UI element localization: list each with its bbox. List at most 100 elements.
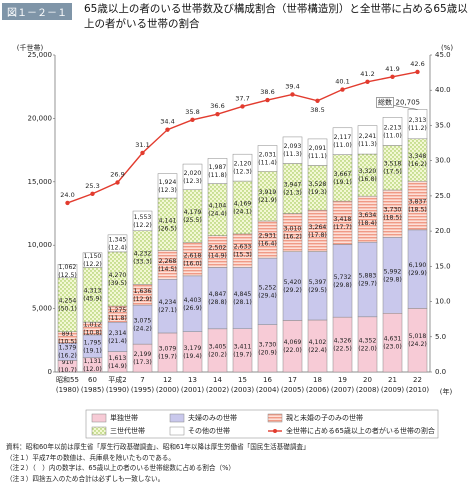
bar-value-label: 4,313: [84, 288, 102, 295]
bar-value-label: 3,320: [359, 168, 377, 175]
bar-value-label: 5,992: [384, 268, 402, 275]
header: 図１－２－１ 65歳以上の者のいる世帯数及び構成割合（世帯構造別）と全世帯に占め…: [0, 0, 474, 40]
bar-value-label: 4,631: [384, 336, 402, 343]
x-tick-sublabel: (2010): [406, 386, 430, 394]
bar-value-label: 4,232: [134, 251, 152, 258]
bar-value-label: 3,518: [384, 161, 402, 168]
bar-share-label: (21.9): [258, 197, 277, 204]
bar-share-label: (29.2): [283, 287, 302, 294]
bar-value-label: 3,264: [309, 224, 327, 231]
bar-value-label: 1,012: [84, 321, 102, 328]
chart: (千世帯) (%) (年) 0 5,000 10,000 15,000 20,000 25…: [17, 43, 453, 439]
bar-value-label: 5,252: [259, 284, 277, 291]
bar-value-label: 2,268: [159, 258, 177, 265]
bar-share-label: (29.8): [333, 282, 352, 289]
x-tick-label: 14: [213, 376, 222, 384]
legend-swatch: [91, 426, 107, 436]
bar-segment: [332, 127, 353, 155]
legend-point: [273, 429, 277, 433]
line-point: [215, 111, 220, 117]
line-point: [190, 117, 195, 123]
x-tick-label: 13: [188, 376, 197, 384]
total-label: 20,705: [396, 98, 421, 106]
legend-swatch: [91, 413, 107, 423]
bar-share-label: (27.1): [158, 307, 177, 314]
bar-share-label: (17.5): [383, 169, 402, 176]
bar-value-label: 5,883: [359, 273, 377, 280]
legend-swatch: [267, 413, 283, 423]
line-value-label: 24.0: [60, 191, 74, 199]
bar-value-label: 3,667: [334, 171, 352, 178]
bar-share-label: (11.8): [208, 172, 227, 179]
bar-value-label: 5,732: [334, 274, 352, 281]
bar-share-label: (22.0): [358, 345, 377, 352]
y-tick-label: 25,000: [28, 51, 53, 59]
bar-value-label: 3,411: [234, 343, 252, 350]
bar-value-label: 2,314: [109, 330, 127, 337]
bar-value-label: 4,270: [109, 272, 127, 279]
bar-share-label: (11.8): [108, 315, 127, 322]
x-tick-sublabel: (2000): [156, 386, 180, 394]
bar-share-label: (12.3): [233, 169, 252, 176]
bar-value-label: 2,199: [134, 351, 152, 358]
bar-share-label: (24.2): [133, 326, 152, 333]
x-tick-label: 16: [263, 376, 272, 384]
notes: 資料：昭和60年以前は厚生省「厚生行政基礎調査」、昭和61年以降は厚生労働省「国…: [6, 442, 310, 484]
y-tick-label: 20,000: [28, 114, 53, 122]
x-tick-sublabel: (2002): [206, 386, 230, 394]
figure-label: 図１－２－１: [2, 3, 72, 20]
bar-value-label: 4,326: [334, 338, 352, 345]
line-value-label: 34.4: [160, 118, 174, 126]
bar-value-label: 2,213: [384, 124, 402, 131]
x-tick-label: 21: [388, 376, 397, 384]
y2-tick-label: 20.0: [435, 227, 451, 235]
bar-segment: [382, 117, 403, 146]
bar-share-label: (12.0): [83, 366, 102, 373]
line-point: [415, 69, 420, 75]
bar-share-label: (16.2): [283, 234, 302, 241]
y2-axis-label: (%): [441, 44, 453, 52]
line-value-label: 39.4: [285, 82, 299, 90]
bar-value-label: 4,352: [359, 337, 377, 344]
bar-value-label: 3,010: [284, 226, 302, 233]
bar-share-label: (19.4): [183, 353, 202, 360]
y2-tick-label: 30.0: [435, 157, 451, 165]
y2-tick-label: 35.0: [435, 121, 451, 129]
bar-value-label: 1,636: [134, 288, 152, 295]
bar-segment: [232, 153, 253, 182]
bar-segment: [182, 163, 203, 190]
bar-segment: [207, 158, 228, 184]
chart-title: 65歳以上の者のいる世帯数及び構成割合（世帯構造別）と全世帯に占める65歳以上の…: [84, 3, 468, 30]
bar-value-label: 910: [62, 359, 74, 366]
bar-share-label: (18.5): [408, 207, 427, 214]
line-point: [365, 79, 370, 84]
y2-tick-label: 5.0: [435, 333, 446, 341]
bar-share-label: (19.3): [308, 189, 327, 196]
bar-value-label: 2,931: [259, 233, 277, 240]
x-tick-label: 昭和55: [56, 375, 79, 384]
bar-value-label: 1,613: [109, 355, 127, 362]
bar-value-label: 1,987: [209, 164, 227, 171]
x-tick-sublabel: (2003): [231, 386, 255, 394]
bar-value-label: 1,275: [109, 307, 127, 314]
bar-value-label: 2,241: [359, 133, 377, 140]
bar-value-label: 4,102: [309, 339, 327, 346]
bar-share-label: (12.3): [183, 178, 202, 185]
bar-value-label: 3,730: [384, 207, 402, 214]
bar-value-label: 4,141: [159, 217, 177, 224]
bar-share-label: (11.4): [258, 159, 277, 166]
bar-value-label: 4,845: [234, 291, 252, 298]
bar-share-label: (16.8): [358, 176, 377, 183]
note: 資料：昭和60年以前は厚生省「厚生行政基礎調査」、昭和61年以降は厚生労働省「国…: [6, 443, 310, 451]
line-value-label: 35.8: [185, 108, 199, 116]
x-tick-label: 60: [88, 376, 97, 384]
bar-value-label: 6,190: [409, 262, 427, 269]
bar-value-label: 2,633: [234, 244, 252, 251]
bar-share-label: (12.9): [133, 296, 152, 303]
line-point: [115, 180, 120, 185]
x-tick-label: 22: [413, 376, 422, 384]
x-tick-sublabel: (2007): [331, 386, 355, 394]
x-tick-sublabel: (2001): [181, 386, 205, 394]
total-box: [376, 97, 394, 108]
bar-share-label: (24.1): [233, 208, 252, 215]
